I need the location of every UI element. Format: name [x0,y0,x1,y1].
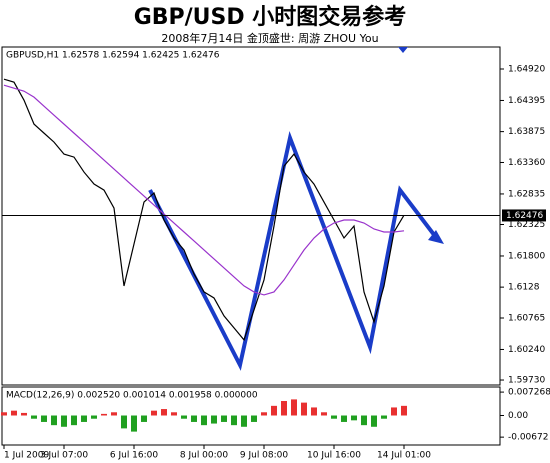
macd-bar [11,410,17,416]
y-tick-label: 1.63360 [508,158,545,168]
macd-bar [241,415,247,427]
macd-bar [281,401,287,416]
macd-bar [121,415,127,429]
x-tick-label: 14 Jul 01:00 [377,451,431,461]
y-tick-label: 0.00 [508,411,528,421]
macd-bar [101,413,107,416]
chart-title: GBP/USD 小时图交易参考 [134,4,407,30]
macd-bar [231,415,237,426]
x-tick-label: 9 Jul 08:00 [240,451,289,461]
y-tick-label: 0.007268 [508,388,550,398]
macd-bar [1,412,7,416]
macd-bar [181,415,187,419]
macd-bar [261,412,267,416]
panel-label: GBPUSD,H1 1.62578 1.62594 1.62425 1.6247… [6,51,220,61]
y-tick-label: 1.59730 [508,376,545,386]
macd-bar [81,415,87,422]
macd-bar [331,415,337,419]
x-tick-label: 10 Jul 16:00 [307,451,361,461]
macd-bar [221,415,227,422]
x-tick-label: 3 Jul 07:00 [40,451,89,461]
macd-bar [371,415,377,427]
macd-bar [311,407,317,416]
y-tick-label: 1.62835 [508,189,545,199]
x-tick-label: 8 Jul 00:00 [180,451,229,461]
y-tick-label: 1.62325 [508,220,545,230]
y-tick-label: 1.60765 [508,313,545,323]
time-marker [398,47,408,53]
last-price-box [502,209,546,222]
last-price-label: 1.62476 [506,211,543,221]
macd-bar [341,415,347,422]
panel-label: MACD(12,26,9) 0.002520 0.001014 0.001958… [6,391,258,401]
macd-bar [161,409,167,416]
macd-bar [111,412,117,416]
arrow-head [428,230,444,244]
price-line [3,84,405,296]
macd-bar [131,415,137,432]
macd-bar [41,415,47,422]
macd-bar [171,412,177,416]
chart-subtitle: 2008年7月14日 金顶盛世: 周游 ZHOU You [161,31,378,45]
macd-bar [91,415,97,419]
price-line [3,78,405,342]
macd-bar [391,407,397,416]
macd-bar [291,399,297,416]
macd-bar [31,415,37,419]
macd-bar [271,405,277,416]
y-tick-label: 1.6128 [508,283,540,293]
macd-bar [351,415,357,421]
x-tick-label: 6 Jul 16:00 [110,451,159,461]
macd-bar [361,415,367,426]
y-tick-label: -0.00672 [508,433,548,443]
x-tick-label: 1 Jul 2009 [4,451,49,461]
macd-bar [61,415,67,427]
y-tick-label: 1.64395 [508,96,545,106]
macd-bar [251,415,257,422]
macd-bar [51,415,57,426]
macd-bar [201,415,207,426]
macd-bar [151,410,157,416]
macd-bar [401,405,407,416]
macd-bar [321,412,327,416]
macd-bar [71,415,77,426]
wave-annotation [148,131,440,371]
macd-bar [141,415,147,422]
macd-bar [211,415,217,424]
y-tick-label: 1.63875 [508,127,545,137]
y-tick-label: 1.61800 [508,251,545,261]
macd-bar [381,415,387,419]
macd-bar [301,402,307,416]
price-panel [1,46,501,386]
macd-bar [21,412,27,416]
macd-bar [191,415,197,422]
y-tick-label: 1.60240 [508,345,545,355]
y-tick-label: 1.64920 [508,64,545,74]
